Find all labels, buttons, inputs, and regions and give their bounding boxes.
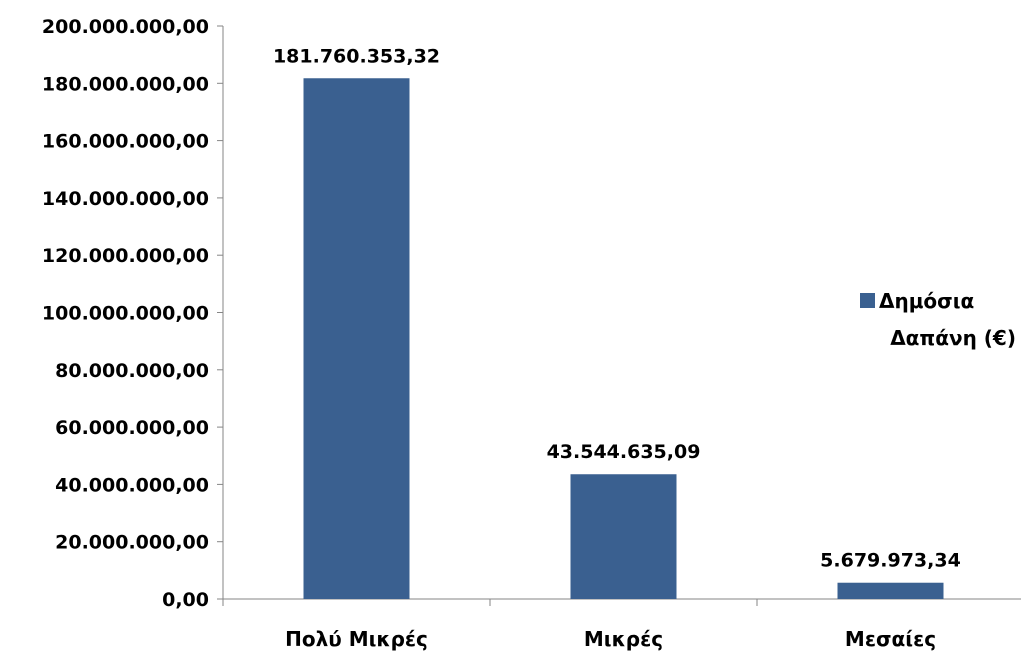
bar-value-label: 181.760.353,32 bbox=[273, 45, 440, 67]
y-tick-label: 40.000.000,00 bbox=[55, 474, 209, 496]
bar-value-label: 43.544.635,09 bbox=[547, 441, 701, 463]
category-labels: Πολύ Μικρές Μικρές Μεσαίες bbox=[285, 627, 936, 651]
data-labels: 181.760.353,32 43.544.635,09 5.679.973,34 bbox=[273, 45, 961, 571]
bar bbox=[303, 78, 410, 599]
x-category-label: Μικρές bbox=[584, 627, 663, 651]
y-tick-label: 100.000.000,00 bbox=[42, 303, 209, 325]
y-tick-label: 160.000.000,00 bbox=[42, 131, 209, 153]
x-category-label: Πολύ Μικρές bbox=[285, 627, 428, 651]
y-tick-label: 20.000.000,00 bbox=[55, 532, 209, 554]
y-tick-label: 140.000.000,00 bbox=[42, 188, 209, 210]
y-tick-label: 0,00 bbox=[162, 589, 209, 611]
legend-swatch bbox=[860, 293, 875, 308]
legend-label-line-1: Δημόσια bbox=[879, 289, 974, 313]
x-category-label: Μεσαίες bbox=[845, 627, 936, 651]
y-tick-label: 180.000.000,00 bbox=[42, 73, 209, 95]
bar bbox=[570, 474, 677, 599]
legend: Δημόσια Δαπάνη (€) bbox=[860, 289, 1016, 350]
y-tick-label: 120.000.000,00 bbox=[42, 245, 209, 267]
y-axis: 0,00 20.000.000,00 40.000.000,00 60.000.000… bbox=[42, 16, 224, 611]
bar-value-label: 5.679.973,34 bbox=[820, 550, 961, 572]
y-tick-label: 80.000.000,00 bbox=[55, 360, 209, 382]
bars bbox=[303, 78, 944, 599]
y-tick-label: 200.000.000,00 bbox=[42, 16, 209, 38]
legend-label-line-2: Δαπάνη (€) bbox=[890, 326, 1016, 350]
x-axis bbox=[222, 598, 1021, 606]
y-tick-label: 60.000.000,00 bbox=[55, 417, 209, 439]
bar bbox=[837, 582, 944, 599]
